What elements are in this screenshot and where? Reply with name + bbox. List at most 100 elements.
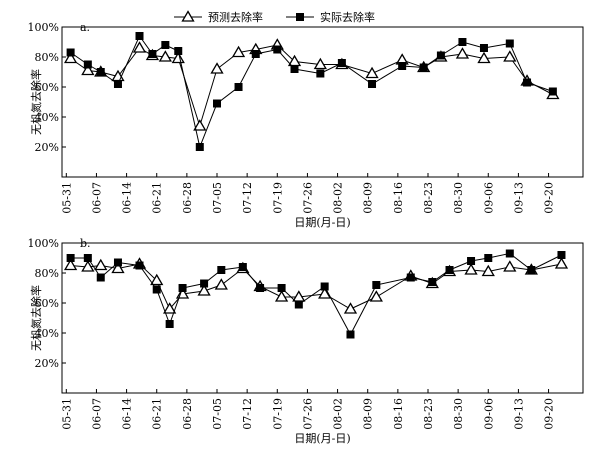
y-tick-label: 40% bbox=[35, 111, 59, 124]
x-tick-label: 07-26 bbox=[301, 182, 314, 214]
marker-square bbox=[96, 273, 105, 282]
plot-frame bbox=[61, 242, 584, 394]
y-tick-label: 100% bbox=[28, 237, 59, 250]
marker-square bbox=[113, 80, 122, 88]
marker-triangle bbox=[210, 62, 224, 74]
x-tick-label: 09-20 bbox=[543, 398, 556, 430]
marker-triangle bbox=[343, 302, 358, 314]
marker-triangle bbox=[111, 261, 125, 274]
y-tick-label: 40% bbox=[35, 327, 59, 340]
x-tick-label: 09-06 bbox=[482, 182, 495, 214]
marker-triangle bbox=[477, 51, 491, 64]
marker-square bbox=[161, 41, 170, 49]
marker-square bbox=[174, 47, 183, 55]
x-tick-label: 06-28 bbox=[181, 182, 194, 214]
marker-square bbox=[458, 38, 467, 46]
marker-square bbox=[66, 254, 75, 262]
legend-marker bbox=[296, 13, 304, 21]
marker-square bbox=[372, 281, 381, 289]
x-tick-label: 08-09 bbox=[362, 398, 375, 430]
marker-square bbox=[200, 279, 209, 288]
marker-square bbox=[213, 99, 222, 108]
marker-triangle bbox=[503, 50, 517, 62]
y-tick-label: 20% bbox=[35, 141, 59, 154]
marker-square bbox=[398, 62, 407, 70]
y-axis-title: 无机氮去除率 bbox=[29, 69, 43, 135]
marker-triangle bbox=[63, 51, 78, 64]
x-tick-label: 08-16 bbox=[392, 398, 405, 430]
x-tick-label: 07-12 bbox=[241, 398, 254, 430]
marker-triangle bbox=[455, 47, 470, 59]
marker-square bbox=[406, 273, 415, 282]
marker-triangle bbox=[464, 263, 478, 275]
marker-square bbox=[445, 266, 454, 274]
x-tick-label: 08-16 bbox=[392, 182, 405, 214]
x-tick-label: 08-30 bbox=[452, 398, 465, 430]
marker-triangle bbox=[313, 57, 327, 70]
x-tick-label: 08-30 bbox=[452, 182, 465, 214]
marker-square bbox=[96, 68, 105, 76]
x-axis-title: 日期(月-日) bbox=[294, 216, 350, 229]
x-tick-label: 09-13 bbox=[512, 398, 525, 430]
marker-square bbox=[148, 50, 157, 58]
panel-label: b. bbox=[80, 237, 91, 250]
x-tick-label: 07-05 bbox=[211, 182, 224, 214]
marker-square bbox=[346, 330, 355, 339]
marker-square bbox=[467, 257, 476, 265]
marker-triangle bbox=[81, 260, 95, 272]
x-tick-label: 06-21 bbox=[151, 398, 164, 430]
marker-triangle bbox=[81, 63, 95, 76]
marker-triangle bbox=[158, 50, 172, 62]
marker-square bbox=[548, 87, 557, 96]
marker-square bbox=[135, 32, 144, 40]
marker-triangle bbox=[193, 119, 207, 131]
marker-square bbox=[294, 300, 303, 309]
x-tick-label: 06-07 bbox=[90, 398, 103, 430]
x-tick-label: 07-19 bbox=[271, 398, 284, 430]
marker-triangle bbox=[214, 278, 228, 290]
x-axis-title: 日期(月-日) bbox=[294, 432, 350, 445]
marker-triangle bbox=[503, 260, 517, 272]
marker-square bbox=[527, 266, 536, 274]
x-tick-label: 08-02 bbox=[332, 398, 345, 430]
marker-square bbox=[113, 258, 122, 267]
x-tick-label: 09-06 bbox=[482, 398, 495, 430]
marker-square bbox=[428, 278, 437, 286]
marker-square bbox=[368, 80, 377, 88]
marker-square bbox=[479, 44, 488, 52]
marker-triangle bbox=[231, 45, 246, 58]
marker-square bbox=[436, 51, 445, 60]
x-tick-label: 07-19 bbox=[271, 182, 284, 214]
marker-triangle bbox=[481, 264, 495, 277]
marker-triangle bbox=[197, 284, 211, 296]
x-tick-label: 06-21 bbox=[151, 182, 164, 214]
marker-square bbox=[557, 251, 566, 259]
marker-square bbox=[234, 83, 243, 91]
x-tick-label: 09-13 bbox=[512, 182, 525, 214]
marker-square bbox=[484, 254, 493, 262]
marker-square bbox=[505, 39, 514, 48]
marker-square bbox=[135, 261, 144, 270]
x-tick-label: 06-28 bbox=[181, 398, 194, 430]
marker-square bbox=[256, 284, 265, 292]
plot-frame bbox=[61, 26, 584, 178]
x-tick-label: 09-20 bbox=[543, 182, 556, 214]
marker-square bbox=[523, 78, 532, 87]
marker-triangle bbox=[63, 258, 78, 271]
x-tick-label: 07-12 bbox=[241, 182, 254, 214]
x-tick-label: 07-26 bbox=[301, 398, 314, 430]
marker-square bbox=[152, 285, 161, 294]
marker-square bbox=[505, 249, 514, 258]
marker-triangle bbox=[132, 41, 147, 53]
marker-square bbox=[66, 48, 75, 57]
x-tick-label: 08-23 bbox=[422, 398, 435, 430]
x-tick-label: 05-31 bbox=[60, 398, 73, 430]
legend-label: 实际去除率 bbox=[320, 10, 375, 24]
marker-square bbox=[251, 50, 260, 58]
marker-square bbox=[337, 59, 346, 67]
marker-square bbox=[195, 143, 204, 151]
marker-triangle bbox=[369, 290, 383, 302]
y-tick-label: 80% bbox=[35, 51, 59, 64]
marker-square bbox=[178, 284, 187, 292]
